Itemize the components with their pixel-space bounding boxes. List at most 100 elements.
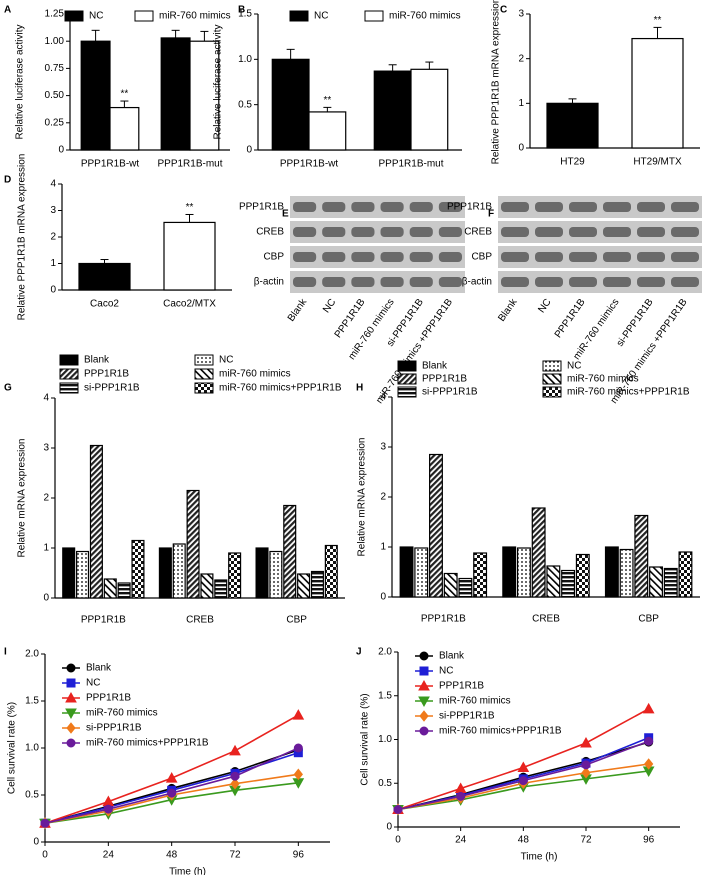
bar [214,579,228,599]
x-tick-label: 96 [643,835,655,846]
panel-label: J [356,647,362,658]
y-tick-label: 0 [50,285,56,296]
legend-label: NC [567,361,581,372]
legend-label: NC [89,11,103,22]
row-label: β-actin [462,277,492,288]
row-label: PPP1R1B [447,202,492,213]
bar [575,553,590,598]
legend-swatch [59,354,79,366]
y-tick-label: 0 [518,143,524,154]
bar [473,552,488,598]
blot-band [535,277,563,287]
y-tick-label: 1.00 [45,36,65,47]
legend-label: NC [314,11,328,22]
x-tick-label: PPP1R1B-wt [81,159,140,170]
marker [66,722,76,734]
marker [66,738,76,748]
blot-band [322,227,346,237]
x-tick-label: CREB [532,614,560,625]
bar [546,565,561,598]
y-tick-label: 0 [33,837,39,848]
row-label: CREB [256,227,284,238]
marker [419,666,429,676]
bar [89,444,103,599]
marker [456,791,466,801]
marker [581,766,591,779]
y-tick-label: 2.0 [25,649,39,660]
y-tick-label: 1 [43,543,49,554]
y-axis-label: Relative PPP1R1B mRNA expression [491,0,502,164]
significance-label: ** [654,15,662,26]
marker [65,708,77,720]
x-axis-label: Time (h) [521,852,558,863]
legend-label: miR-760 mimics [439,696,511,707]
bar [189,40,220,151]
y-tick-label: 0.5 [25,790,39,801]
blot-strip [498,196,702,218]
marker [292,709,305,720]
blot-band [409,227,433,237]
y-tick-label: 0.5 [378,778,392,789]
blot-strip [498,221,702,243]
x-tick-label: 24 [455,835,467,846]
legend-swatch [542,360,562,372]
y-tick-label: 4 [380,392,386,403]
blot-band [501,202,529,212]
bar [172,543,186,599]
column-label: PPP1R1B [553,297,588,340]
marker [517,761,530,772]
legend-swatch [289,10,309,22]
marker [419,651,429,661]
blot-band [637,227,665,237]
bar [414,547,429,598]
legend-label: miR-760 mimics+PPP1R1B [567,387,690,398]
y-axis-label: Relative mRNA expression [357,438,368,557]
legend-label: Blank [86,663,112,674]
bar [200,573,214,599]
bar [103,578,117,599]
x-tick-label: PPP1R1B-wt [280,159,339,170]
panel-label: G [4,383,12,394]
panel-label: D [4,175,11,186]
column-label: NC [321,297,338,315]
x-tick-label: Caco2 [90,299,119,310]
bar [186,489,200,599]
y-tick-label: 0.50 [45,90,65,101]
bar [531,507,546,598]
bar [76,550,90,599]
bar [131,539,145,599]
y-axis-label: Relative luciferase activity [213,24,224,139]
panel-label: A [4,5,11,16]
blot-strip [290,196,465,218]
y-tick-label: 3 [518,9,524,20]
y-tick-label: 0 [386,822,392,833]
y-tick-label: 0 [58,145,64,156]
legend-label: miR-760 mimics [86,708,158,719]
bar [429,453,443,598]
y-tick-label: 1.5 [238,9,252,20]
blot-band [603,277,631,287]
marker [418,679,430,691]
x-tick-label: CREB [186,615,214,626]
x-tick-label: 0 [42,850,48,861]
blot-band [671,277,699,287]
y-tick-label: 2 [43,493,49,504]
marker [66,678,76,688]
bar [117,582,131,599]
y-tick-label: 0.25 [45,117,65,128]
legend-label: PPP1R1B [422,374,467,385]
y-tick-label: 1.0 [238,54,252,65]
blot-band [380,252,404,262]
y-tick-label: 1.5 [25,696,39,707]
y-tick-label: 4 [43,393,49,404]
row-label: β-actin [254,277,284,288]
marker [581,760,591,770]
x-tick-label: Caco2/MTX [163,299,216,310]
blot-band [293,202,317,212]
y-tick-label: 1.0 [378,734,392,745]
blot-band [409,202,433,212]
y-axis-label: Cell survival rate (%) [7,702,18,794]
legend-swatch [542,373,562,385]
blot-band [569,252,597,262]
